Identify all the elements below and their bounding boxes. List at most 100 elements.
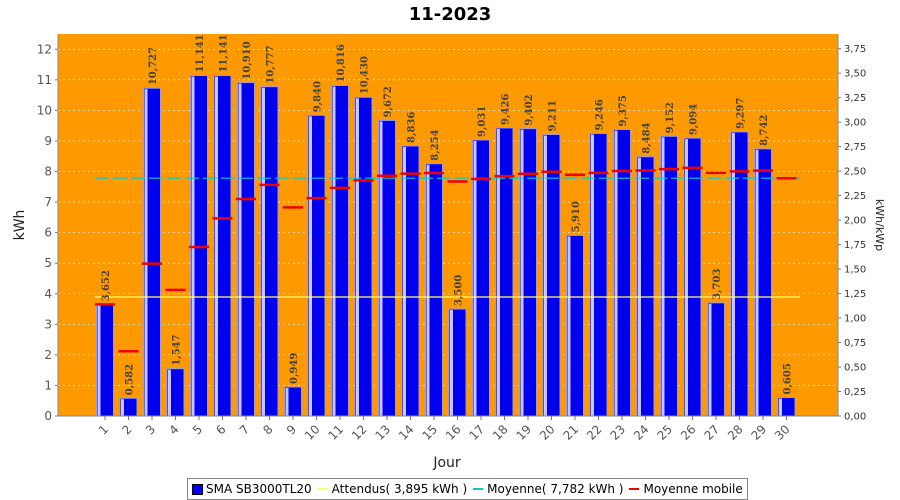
y-tick-label: 12 [37,42,52,56]
x-tick-label: 27 [701,422,722,443]
data-label: 3,652 [101,270,112,301]
y-right-tick-label: 3,75 [844,44,866,55]
bar-highlight [473,141,477,416]
legend-swatch [473,488,484,490]
y-right-tick-label: 2,75 [844,142,866,153]
bar-highlight [450,310,453,416]
x-tick-label: 23 [607,422,628,443]
bar-highlight [262,87,265,416]
bar-highlight [708,303,712,416]
y-right-tick-label: 0,25 [844,387,866,398]
bar-highlight [520,129,524,417]
bar-8 [260,86,279,417]
data-label: 0,582 [125,364,136,395]
y-right-tick-label: 2,00 [844,216,866,227]
bar-highlight [285,387,289,416]
bar-highlight [144,89,148,417]
x-tick-label: 10 [302,422,323,443]
data-label: 11,141 [195,34,206,72]
bar-highlight [309,116,312,416]
bar-22 [589,132,608,417]
bar-6 [213,75,232,417]
y-tick-label: 6 [44,226,52,240]
bar-11 [331,84,349,417]
legend-item-moyenne-mobile: Moyenne mobile [629,482,743,496]
data-label: 10,727 [148,47,159,85]
y-right-tick-label: 2,50 [844,167,866,178]
data-label: 8,742 [759,114,770,145]
bar-highlight [567,236,571,416]
bars [96,75,796,417]
legend: SMA SB3000TL20 Attendus( 3,895 kWh ) Moy… [187,478,748,500]
legend-swatch [192,483,203,495]
grid [58,48,838,417]
bar-4 [166,368,185,417]
moving-average [95,166,797,353]
y-right-tick-label: 3,25 [844,93,866,104]
bar-highlight [426,164,430,416]
y-tick-label: 2 [44,348,52,362]
bar-highlight [215,76,218,416]
bar-29 [754,148,772,417]
x-tick-label: 12 [349,422,370,443]
data-label: 9,297 [736,98,747,129]
x-tick-label: 17 [466,422,487,443]
legend-swatch [317,488,328,490]
bar-27 [707,302,725,417]
y-tick-label: 9 [44,134,52,148]
x-tick-label: 18 [490,422,511,443]
bar-14 [401,145,420,417]
data-label: 3,703 [712,268,723,299]
x-tick-label: 21 [560,422,581,443]
bar-28 [730,131,749,417]
x-tick-label: 2 [119,422,134,437]
x-tick-label: 9 [284,422,299,437]
bar-3 [143,87,161,417]
y-tick-label: 4 [44,287,52,301]
y-tick-label: 7 [44,195,52,209]
data-label: 0,949 [289,353,300,384]
x-tick-label: 5 [190,422,205,437]
reference-lines [95,177,800,298]
bar-21 [566,234,584,417]
data-label: 8,484 [642,122,653,153]
y-right-tick-label: 3,50 [844,69,866,80]
bar-13 [378,119,396,417]
data-label: 9,031 [477,106,488,137]
bar-20 [542,134,561,417]
data-label: 9,094 [689,104,700,135]
x-tick-label: 1 [96,422,111,437]
x-tick-label: 11 [325,422,346,443]
bar-highlight [97,305,101,416]
x-tick-label: 24 [631,422,652,443]
bar-10 [307,114,326,417]
y-tick-label: 5 [44,256,52,270]
data-label: 9,375 [618,95,629,126]
legend-label: Attendus( 3,895 kWh ) [331,482,468,496]
x-tick-label: 20 [537,422,558,443]
y-right-tick-label: 2,25 [844,191,866,202]
x-tick-label: 8 [260,422,275,437]
data-label: 9,402 [524,94,535,125]
x-tick-label: 28 [725,422,746,443]
data-label: 11,141 [219,34,230,72]
bar-1 [96,303,114,417]
bar-18 [495,127,514,417]
y-right-tick-label: 1,00 [844,314,866,325]
legend-label: SMA SB3000TL20 [206,482,312,496]
bar-16 [448,308,467,417]
data-label: 9,840 [313,81,324,112]
bar-15 [425,163,443,417]
data-label: 9,152 [665,102,676,133]
y-tick-label: 3 [44,317,52,331]
legend-swatch [629,488,640,490]
x-tick-label: 29 [748,422,769,443]
bar-highlight [544,135,547,416]
bar-highlight [779,398,782,416]
y-right-tick-label: 3,00 [844,118,866,129]
bar-12 [354,96,373,417]
data-label: 8,254 [430,129,441,160]
bar-26 [683,137,702,417]
